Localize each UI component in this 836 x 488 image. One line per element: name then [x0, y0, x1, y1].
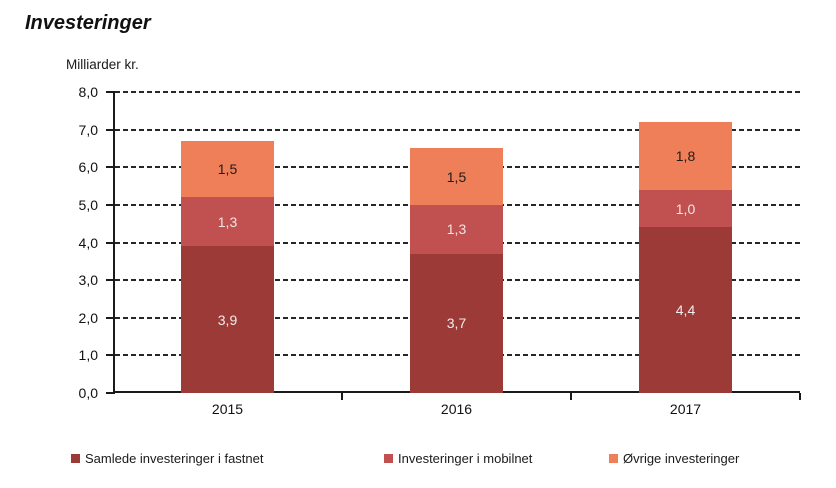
- bar-segment-ovrige-2015: 1,5: [181, 140, 274, 198]
- bar-segment-ovrige-2016: 1,5: [410, 148, 503, 205]
- y-tick-label: 2,0: [78, 309, 98, 326]
- bar-value-label: 1,0: [675, 200, 696, 217]
- legend-swatch-fastnet: [71, 454, 80, 463]
- y-tick-label: 4,0: [78, 234, 98, 251]
- y-axis-tick: [106, 316, 115, 319]
- bar-value-label: 3,7: [446, 315, 467, 332]
- legend-item-fastnet: Samlede investeringer i fastnet: [71, 451, 263, 466]
- bar-segment-ovrige-2017: 1,8: [639, 122, 732, 190]
- legend-label: Samlede investeringer i fastnet: [85, 451, 264, 466]
- legend-label: Øvrige investeringer: [623, 451, 740, 466]
- y-tick-label: 5,0: [78, 196, 98, 213]
- bar-segment-mobilnet-2015: 1,3: [181, 197, 274, 247]
- y-tick-label: 7,0: [78, 121, 98, 138]
- gridline: [115, 203, 800, 206]
- bar-value-label: 3,9: [217, 311, 238, 328]
- y-tick-label: 3,0: [78, 272, 98, 289]
- bar-value-label: 1,5: [217, 161, 238, 178]
- y-tick-label: 6,0: [78, 159, 98, 176]
- x-axis-label-2015: 2015: [211, 401, 244, 417]
- x-axis-tick: [799, 393, 801, 400]
- legend-label: Investeringer i mobilnet: [398, 451, 533, 466]
- gridline: [115, 91, 800, 93]
- x-axis-tick: [341, 393, 343, 400]
- y-tick-label: 0,0: [78, 385, 98, 401]
- legend-swatch-ovrige: [609, 454, 618, 463]
- x-axis-label-2016: 2016: [440, 401, 473, 417]
- bar-value-label: 1,3: [446, 221, 467, 238]
- y-axis-unit-label: Milliarder kr.: [66, 57, 139, 72]
- legend-item-mobilnet: Investeringer i mobilnet: [384, 451, 532, 466]
- y-axis-tick: [106, 128, 115, 131]
- bar-segment-fastnet-2017: 4,4: [639, 227, 732, 393]
- y-axis-tick: [106, 241, 115, 244]
- bar-value-label: 1,3: [217, 213, 238, 230]
- bar-segment-mobilnet-2016: 1,3: [410, 204, 503, 254]
- legend-swatch-mobilnet: [384, 454, 393, 463]
- legend-item-ovrige: Øvrige investeringer: [609, 451, 739, 466]
- plot-area: 0,0 1,0 2,0 3,0 4,0 5,0 6,0 7,0 8,0 3,9 1,3 1,5 3,7 1…: [79, 84, 801, 401]
- page-title: Investeringer: [25, 12, 151, 34]
- bar-segment-fastnet-2016: 3,7: [410, 253, 503, 393]
- y-axis-tick: [106, 203, 115, 206]
- bar-value-label: 4,4: [675, 302, 696, 319]
- y-axis-tick: [106, 392, 115, 394]
- y-axis-tick: [106, 91, 115, 93]
- bar-value-label: 1,8: [675, 147, 696, 164]
- bar-value-label: 1,5: [446, 168, 467, 185]
- y-axis-tick: [106, 354, 115, 357]
- gridline: [115, 128, 800, 131]
- y-tick-label: 8,0: [78, 84, 98, 100]
- x-axis-tick: [570, 393, 572, 400]
- bar-segment-mobilnet-2017: 1,0: [639, 189, 732, 228]
- bar-segment-fastnet-2015: 3,9: [181, 246, 274, 393]
- x-axis-label-2017: 2017: [669, 401, 702, 417]
- y-axis-tick: [106, 279, 115, 282]
- y-axis-tick: [106, 166, 115, 169]
- y-tick-label: 1,0: [78, 347, 98, 364]
